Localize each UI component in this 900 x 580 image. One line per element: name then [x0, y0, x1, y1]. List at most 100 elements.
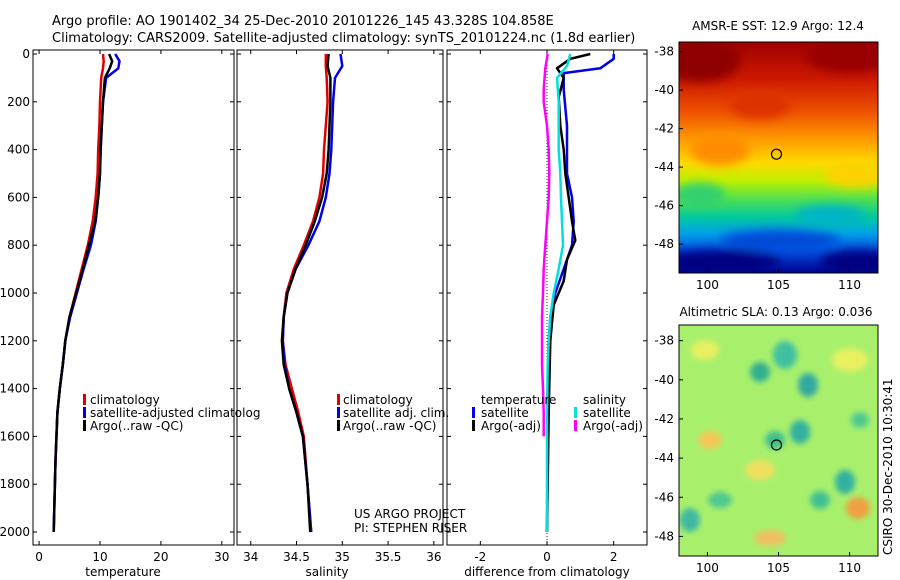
legend-label-satellite: satellite adj. clim. — [343, 406, 449, 420]
y-tick-label: -40 — [654, 83, 674, 97]
legend-swatch-sal-argo — [574, 420, 577, 431]
legend-label-argo: Argo(..raw -QC) — [90, 419, 183, 433]
sla-low-patch — [680, 508, 700, 532]
temperature-legend: climatology satellite-adjusted climatolo… — [83, 393, 260, 433]
y-tick-label: -44 — [654, 451, 674, 465]
sla-low-patch — [790, 420, 810, 444]
legend-swatch-satellite — [337, 407, 340, 418]
series-line — [52, 53, 105, 533]
sst-warm-patch — [825, 163, 878, 187]
sst-cool-patch — [795, 205, 865, 225]
legend-label-temp-argo: Argo(-adj) — [481, 419, 541, 433]
series-line — [545, 53, 572, 532]
legend-label-climatology: climatology — [343, 393, 413, 407]
argo-position-marker — [770, 439, 783, 451]
x-tick-label: 2 — [610, 550, 618, 564]
sst-warm-patch — [805, 42, 878, 73]
series-line — [280, 53, 332, 533]
header-line-1: Argo profile: AO 1901402_34 25-Dec-2010 … — [52, 14, 554, 29]
legend-swatch-sal-satellite — [574, 407, 577, 418]
x-tick-label: 35.5 — [375, 550, 402, 564]
header-line-2: Climatology: CARS2009. Satellite-adjuste… — [52, 31, 635, 46]
sst-cool-patch — [679, 250, 780, 273]
x-tick-label: 20 — [153, 550, 168, 564]
sst-cool-patch — [720, 230, 840, 250]
x-tick-label: 110 — [838, 278, 861, 292]
x-tick-label: 100 — [696, 561, 719, 575]
x-tick-label: 10 — [92, 550, 107, 564]
y-tick-label: -46 — [654, 490, 674, 504]
sla-low-patch — [835, 470, 855, 494]
legend-label-satellite: satellite-adjusted climatolog — [90, 406, 260, 420]
y-tick-label: 1600 — [0, 429, 30, 443]
y-tick-label: 800 — [7, 238, 30, 252]
series-line — [545, 54, 615, 533]
y-tick-label: 1800 — [0, 477, 30, 491]
y-tick-label: 200 — [7, 95, 30, 109]
project-pi: PI: STEPHEN RISER — [354, 521, 467, 535]
series-line — [52, 53, 121, 533]
legend-swatch-temp-argo — [472, 420, 475, 431]
sla-map-title: Altimetric SLA: 0.13 Argo: 0.036 — [679, 305, 872, 319]
sla-high-patch — [691, 340, 719, 360]
x-tick-label: 105 — [767, 278, 790, 292]
sst-cool-patch — [820, 250, 878, 273]
y-tick-label: 2000 — [0, 525, 30, 539]
x-tick-label: 34 — [243, 550, 258, 564]
legend-swatch-satellite — [83, 407, 86, 418]
y-tick-label: 1000 — [0, 286, 30, 300]
sla-high-patch — [754, 530, 786, 546]
y-tick-label: 1200 — [0, 334, 30, 348]
sst-warm-patch — [690, 135, 750, 165]
sla-low-patch — [773, 341, 797, 369]
sst-warm-patch — [679, 42, 740, 82]
series-line — [281, 53, 344, 533]
x-axis-label: difference from climatology — [464, 565, 630, 579]
x-axis-label: salinity — [305, 565, 348, 579]
argo-position-marker — [770, 148, 783, 160]
project-name: US ARGO PROJECT — [354, 507, 466, 521]
sla-low-patch — [750, 362, 770, 382]
x-tick-label: 105 — [767, 561, 790, 575]
sla-low-patch — [708, 492, 732, 508]
sla-low-patch — [851, 412, 869, 428]
x-axis-label: temperature — [85, 565, 160, 579]
sla-high-patch — [698, 431, 722, 449]
legend-heading-salinity: salinity — [583, 393, 626, 407]
sla-high-patch — [846, 497, 870, 519]
series-line — [540, 53, 551, 437]
series-line — [281, 54, 329, 533]
x-tick-label: 110 — [838, 561, 861, 575]
x-tick-label: 36 — [426, 550, 441, 564]
legend-label-temp-satellite: satellite — [481, 406, 529, 420]
y-tick-label: -44 — [654, 160, 674, 174]
legend-label-argo: Argo(..raw -QC) — [343, 419, 436, 433]
series-line — [545, 52, 591, 533]
sla-low-patch — [798, 373, 818, 397]
legend-swatch-temp-satellite — [472, 407, 475, 418]
y-tick-label: -46 — [654, 199, 674, 213]
series-line — [52, 53, 114, 533]
x-tick-label: 35 — [335, 550, 350, 564]
legend-label-sal-satellite: satellite — [583, 406, 631, 420]
legend-heading-temperature: temperature — [481, 393, 556, 407]
y-tick-label: -38 — [654, 45, 674, 59]
sla-high-patch — [745, 460, 775, 480]
temperature-panel: 0 10 20 30 temperature 0 200 400 600 800 1000 1200 1… — [0, 47, 235, 579]
sst-map: AMSR-E SST: 12.9 Argo: 12.4 100 105 110 -38… — [654, 19, 879, 292]
legend-label-climatology: climatology — [90, 393, 160, 407]
legend-swatch-argo — [83, 420, 86, 431]
x-tick-label: 100 — [696, 278, 719, 292]
timestamp-stamp: CSIRO 30-Dec-2010 10:30:41 — [881, 378, 895, 555]
sla-high-patch — [832, 348, 868, 372]
legend-swatch-climatology — [83, 394, 86, 405]
sst-warm-patch — [730, 91, 790, 119]
x-tick-label: 0 — [35, 550, 43, 564]
sst-map-axes: 100 105 110 -38 -40 -42 -44 -46 -48 — [654, 45, 861, 292]
x-tick-label: 34.5 — [283, 550, 310, 564]
sla-map-axes: 100 105 110 -38 -40 -42 -44 -46 -48 — [654, 334, 861, 575]
y-tick-label: 400 — [7, 143, 30, 157]
plot-frame — [236, 49, 444, 546]
sst-map-title: AMSR-E SST: 12.9 Argo: 12.4 — [692, 19, 864, 33]
